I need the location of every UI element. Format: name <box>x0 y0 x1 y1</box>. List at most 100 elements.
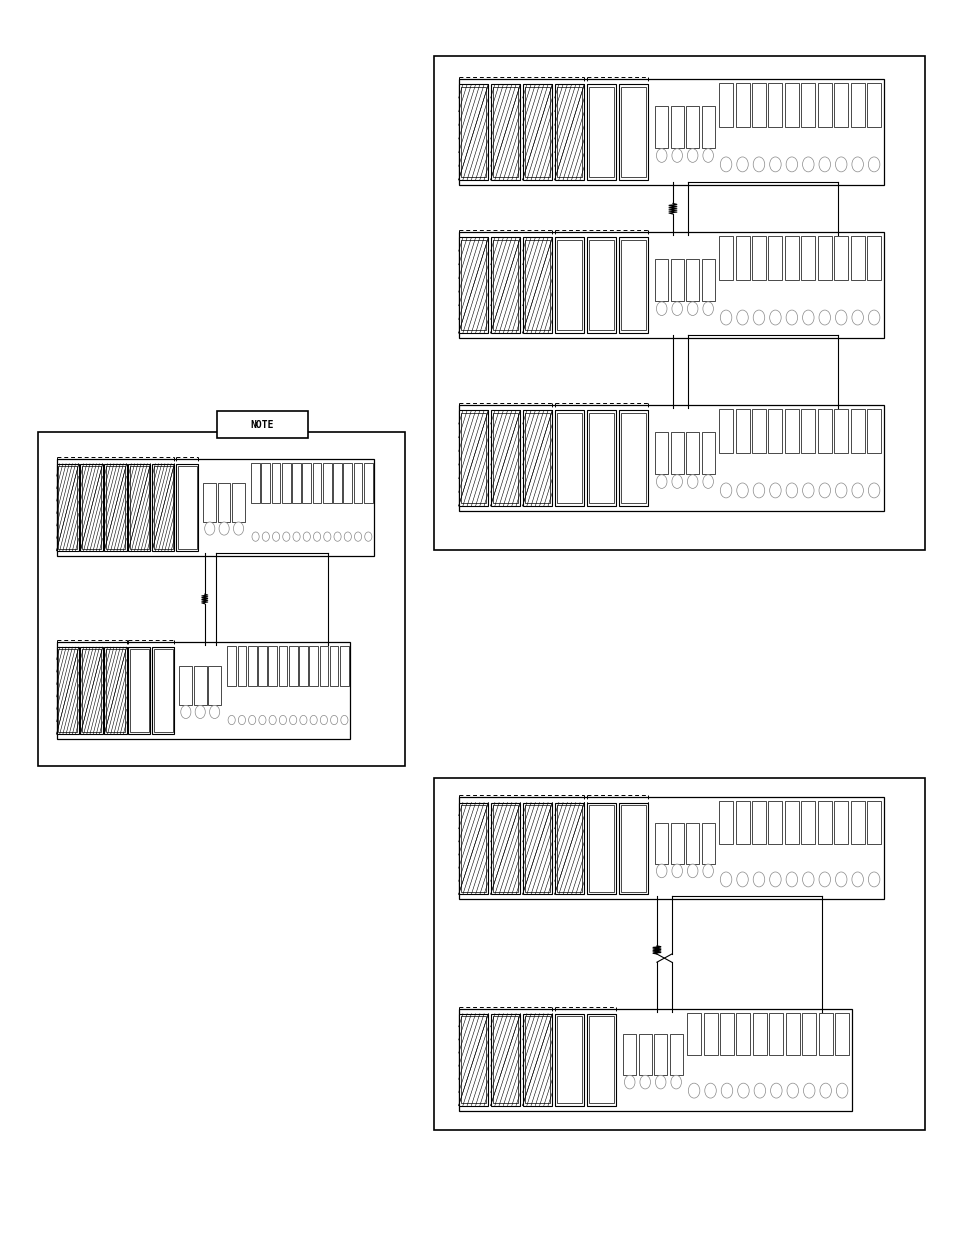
Bar <box>655 431 668 474</box>
Circle shape <box>736 310 747 325</box>
Bar <box>686 1013 700 1055</box>
Bar <box>638 1034 651 1074</box>
Circle shape <box>238 715 245 725</box>
Bar <box>261 463 270 503</box>
Bar <box>524 805 550 892</box>
Bar <box>700 431 714 474</box>
Bar <box>670 258 683 301</box>
Bar <box>152 647 174 734</box>
Bar <box>719 236 732 280</box>
Circle shape <box>720 1083 732 1098</box>
Bar <box>524 86 550 178</box>
Circle shape <box>867 310 879 325</box>
Bar <box>618 237 648 333</box>
Circle shape <box>786 1083 798 1098</box>
Circle shape <box>801 310 813 325</box>
Bar <box>333 463 341 503</box>
Bar <box>801 1013 816 1055</box>
Bar <box>700 106 714 148</box>
Circle shape <box>282 532 290 541</box>
Bar <box>700 823 714 863</box>
Circle shape <box>753 157 764 172</box>
Bar <box>313 463 321 503</box>
Circle shape <box>785 157 797 172</box>
Bar <box>801 236 815 280</box>
Bar <box>56 647 79 734</box>
Bar <box>106 466 125 548</box>
Circle shape <box>228 715 235 725</box>
Circle shape <box>704 1083 716 1098</box>
Bar <box>669 1034 682 1074</box>
Bar <box>557 86 581 178</box>
Bar <box>735 236 749 280</box>
Bar <box>56 464 79 551</box>
Bar <box>586 1014 616 1105</box>
Bar <box>735 802 749 844</box>
Circle shape <box>720 310 731 325</box>
Circle shape <box>344 532 351 541</box>
Bar <box>104 647 127 734</box>
Bar <box>866 236 881 280</box>
Bar <box>38 432 405 766</box>
Circle shape <box>219 522 229 535</box>
Bar <box>588 86 614 178</box>
Bar <box>153 466 172 548</box>
Bar <box>268 646 276 687</box>
Bar <box>586 84 616 180</box>
Bar <box>719 83 732 127</box>
Bar <box>655 823 668 863</box>
Circle shape <box>753 483 764 498</box>
Bar <box>193 667 207 705</box>
Bar <box>554 410 583 506</box>
Bar <box>654 1034 666 1074</box>
Circle shape <box>702 474 713 488</box>
Circle shape <box>702 864 713 878</box>
Circle shape <box>233 522 243 535</box>
Circle shape <box>836 1083 847 1098</box>
Bar <box>282 463 291 503</box>
Bar <box>557 805 581 892</box>
Bar <box>655 106 668 148</box>
Bar <box>458 405 882 511</box>
Bar <box>248 646 256 687</box>
Bar <box>767 83 781 127</box>
Bar <box>554 84 583 180</box>
Bar <box>460 1016 486 1103</box>
Bar <box>130 650 149 732</box>
Circle shape <box>355 532 361 541</box>
Circle shape <box>299 715 307 725</box>
Bar <box>817 409 831 453</box>
Circle shape <box>687 474 698 488</box>
Circle shape <box>330 715 337 725</box>
Bar <box>323 463 332 503</box>
Circle shape <box>656 301 666 315</box>
Bar <box>128 464 151 551</box>
Bar <box>524 240 550 331</box>
Circle shape <box>262 532 269 541</box>
Bar <box>588 240 614 331</box>
Bar <box>492 86 517 178</box>
Bar <box>700 258 714 301</box>
Bar <box>586 410 616 506</box>
Bar <box>817 83 831 127</box>
Bar <box>458 232 882 338</box>
Bar <box>130 466 149 548</box>
Bar <box>104 464 127 551</box>
Bar <box>490 1014 519 1105</box>
Bar <box>751 409 765 453</box>
Bar <box>458 798 882 899</box>
Circle shape <box>320 715 327 725</box>
Bar <box>833 409 847 453</box>
Bar <box>490 410 519 506</box>
Bar <box>588 805 614 892</box>
Bar <box>833 83 847 127</box>
Bar <box>588 1016 614 1103</box>
Circle shape <box>720 483 731 498</box>
Circle shape <box>655 1076 665 1089</box>
Bar <box>735 409 749 453</box>
Circle shape <box>671 148 681 162</box>
Bar <box>784 409 798 453</box>
Circle shape <box>702 301 713 315</box>
Circle shape <box>818 310 830 325</box>
Bar <box>458 237 488 333</box>
